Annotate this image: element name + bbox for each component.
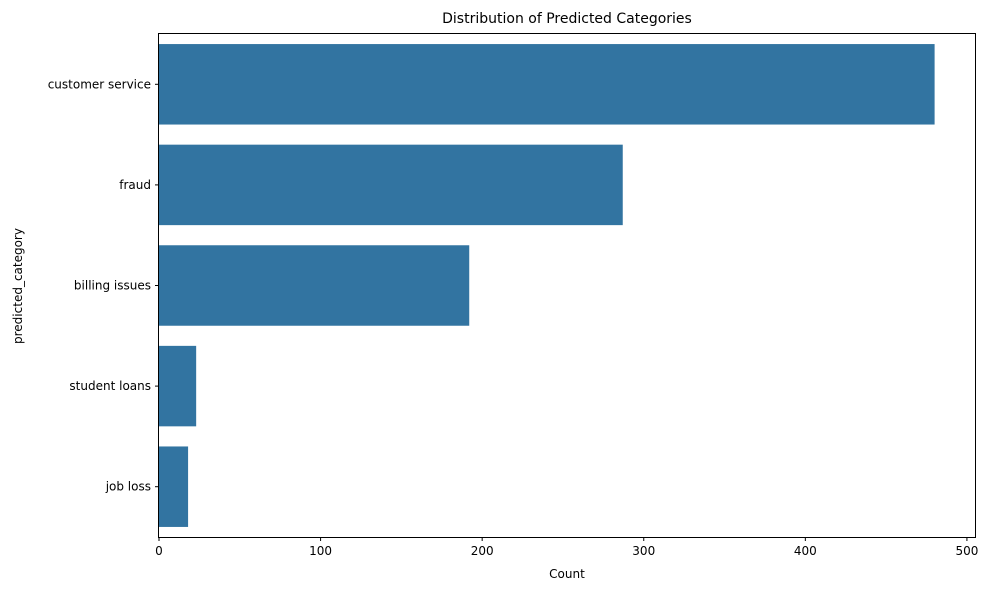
plot-frame xyxy=(158,33,976,538)
y-tick-label: customer service xyxy=(48,77,151,91)
x-ticks-group: 0 100 200 300 400 500 xyxy=(155,537,978,558)
y-tick-label: fraud xyxy=(119,178,151,192)
bar-student-loans xyxy=(159,345,197,427)
y-axis-label: predicted_category xyxy=(11,228,25,344)
y-tick-label: student loans xyxy=(69,379,151,393)
bar-billing-issues xyxy=(159,245,470,326)
x-tick-label: 100 xyxy=(309,544,332,558)
bars-group xyxy=(159,44,935,527)
x-tick-label: 400 xyxy=(794,544,817,558)
x-tick-label: 0 xyxy=(155,544,163,558)
y-tick-label: job loss xyxy=(105,480,151,494)
y-ticks-group: customer service fraud billing issues stude… xyxy=(48,77,159,494)
bar-job-loss xyxy=(159,446,189,527)
x-tick-label: 300 xyxy=(632,544,655,558)
x-tick-label: 500 xyxy=(955,544,978,558)
bar-fraud xyxy=(159,144,623,226)
x-axis-label: Count xyxy=(549,567,585,581)
bar-customer-service xyxy=(159,44,935,125)
x-tick-label: 200 xyxy=(471,544,494,558)
y-tick-label: billing issues xyxy=(74,279,151,293)
chart-title: Distribution of Predicted Categories xyxy=(442,11,692,27)
